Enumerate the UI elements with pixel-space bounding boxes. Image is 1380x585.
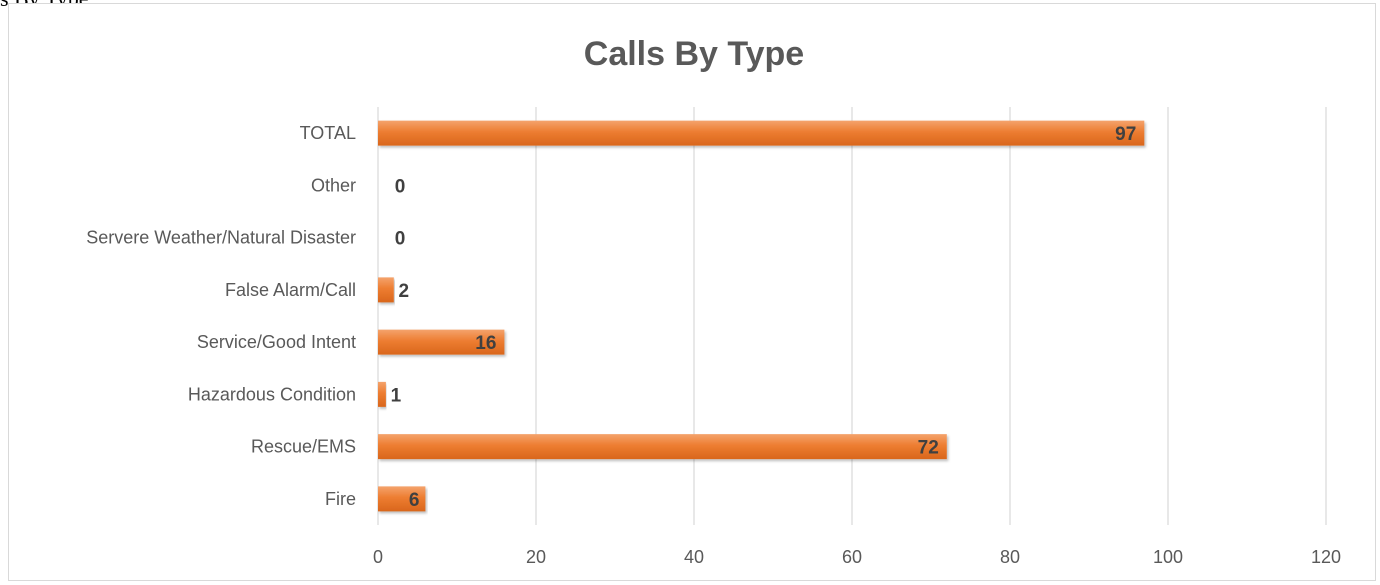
bar-fire <box>378 486 426 512</box>
category-label-total: TOTAL <box>300 123 356 143</box>
data-label-fire: 6 <box>409 490 420 511</box>
category-label-service-good-intent: Service/Good Intent <box>197 332 356 352</box>
data-labels: 97 0 0 2 16 1 72 6 <box>391 124 1137 511</box>
bar-hazardous-condition <box>378 381 386 407</box>
bar-rescue-ems <box>378 434 947 460</box>
data-label-false-alarm-call: 2 <box>399 281 410 302</box>
bar-service-good-intent <box>378 329 505 355</box>
x-tick-label-0: 0 <box>373 547 383 567</box>
x-tick-label-40: 40 <box>684 547 704 567</box>
gridlines <box>377 107 1327 525</box>
data-label-hazardous-condition: 1 <box>391 385 402 406</box>
category-label-servere-weather-natural-disaster: Servere Weather/Natural Disaster <box>86 228 356 248</box>
x-tick-label-120: 120 <box>1311 547 1341 567</box>
bar-total <box>378 120 1145 146</box>
bars <box>378 120 1145 512</box>
category-labels: TOTAL Other Servere Weather/Natural Disast… <box>86 123 356 509</box>
data-label-total: 97 <box>1115 124 1136 145</box>
x-axis-tick-labels: 0 20 40 60 80 100 120 <box>373 547 1341 567</box>
data-label-other: 0 <box>395 176 406 197</box>
data-label-rescue-ems: 72 <box>918 438 939 459</box>
data-label-service-good-intent: 16 <box>475 333 496 354</box>
chart-area <box>8 3 1376 581</box>
bar-false-alarm-call <box>378 277 394 303</box>
x-tick-label-100: 100 <box>1153 547 1183 567</box>
x-tick-label-80: 80 <box>1000 547 1020 567</box>
category-label-other: Other <box>311 175 356 195</box>
category-label-hazardous-condition: Hazardous Condition <box>188 384 356 404</box>
chart-title: Calls By Type <box>584 35 804 73</box>
category-label-rescue-ems: Rescue/EMS <box>251 437 356 457</box>
x-tick-label-60: 60 <box>842 547 862 567</box>
category-label-fire: Fire <box>325 489 356 509</box>
x-tick-label-20: 20 <box>526 547 546 567</box>
category-label-false-alarm-call: False Alarm/Call <box>225 280 356 300</box>
data-label-servere-weather-natural-disaster: 0 <box>395 229 406 250</box>
